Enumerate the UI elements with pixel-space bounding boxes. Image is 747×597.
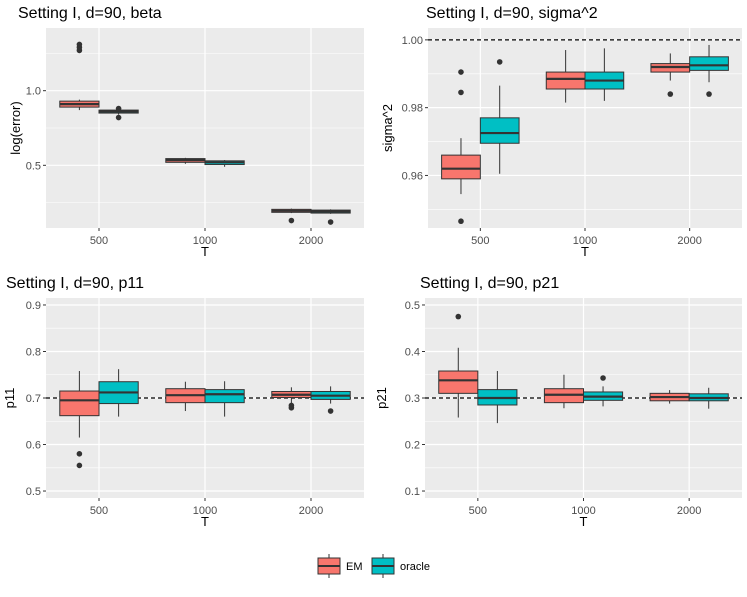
- outlier-point: [458, 89, 464, 96]
- x-tick-label: 2000: [299, 505, 323, 517]
- box-em-500: [441, 69, 481, 225]
- y-tick-label: 0.4: [405, 346, 420, 358]
- box-oracle-500: [479, 59, 520, 174]
- panel-title: Setting I, d=90, sigma^2: [426, 5, 598, 22]
- y-axis-label: log(error): [8, 101, 23, 154]
- box-oracle-500: [98, 369, 139, 417]
- box-oracle-1000: [584, 48, 625, 101]
- x-axis-label: T: [201, 244, 209, 259]
- x-tick-label: 2000: [677, 505, 701, 517]
- box-oracle-1000: [583, 375, 624, 407]
- outlier-point: [667, 91, 674, 97]
- y-tick-label: 0.1: [405, 486, 420, 498]
- box-em-500: [438, 313, 479, 418]
- box-body: [479, 117, 520, 144]
- y-tick-label: 0.6: [26, 440, 41, 452]
- box-oracle-1000: [204, 381, 245, 417]
- y-tick-label: 0.7: [26, 393, 41, 405]
- box-body: [59, 390, 100, 417]
- outlier-point: [327, 408, 334, 414]
- outlier-point: [115, 105, 122, 112]
- y-axis-label: p11: [2, 388, 17, 409]
- legend: EM oracle: [317, 554, 430, 578]
- panel-title: Setting I, d=90, p21: [420, 275, 559, 292]
- y-tick-label: 0.98: [402, 103, 423, 115]
- box-oracle-2000: [689, 44, 729, 97]
- y-axis-label: sigma^2: [380, 104, 395, 152]
- box-body: [545, 71, 586, 90]
- box-em-1000: [543, 374, 584, 409]
- y-tick-label: 0.2: [405, 440, 420, 452]
- outlier-point: [115, 114, 122, 121]
- box-oracle-1000: [204, 160, 245, 167]
- box-oracle-500: [98, 105, 139, 121]
- outlier-point: [288, 217, 295, 224]
- panel-title: Setting I, d=90, beta: [18, 5, 162, 22]
- x-tick-label: 1000: [571, 505, 595, 517]
- outlier-point: [76, 41, 83, 48]
- box-oracle-2000: [310, 209, 351, 225]
- y-tick-label: 0.5: [26, 486, 41, 498]
- outlier-point: [706, 91, 712, 97]
- y-tick-label: 1.00: [402, 35, 423, 47]
- box-body: [689, 56, 729, 71]
- x-tick-label: 1000: [573, 235, 597, 247]
- outlier-point: [327, 219, 334, 225]
- x-axis-label: T: [580, 514, 588, 529]
- panel-title: Setting I, d=90, p11: [6, 275, 144, 292]
- box-em-500: [59, 371, 100, 469]
- x-tick-label: 500: [90, 235, 108, 247]
- x-axis-label: T: [201, 514, 209, 529]
- legend-label: EM: [346, 561, 363, 573]
- y-tick-label: 0.5: [26, 160, 41, 172]
- y-tick-label: 0.5: [405, 300, 420, 312]
- box-em-2000: [650, 53, 691, 97]
- box-em-500: [59, 41, 100, 111]
- x-axis-label: T: [581, 244, 589, 259]
- x-tick-label: 1000: [193, 505, 217, 517]
- outlier-point: [458, 218, 464, 225]
- x-tick-label: 2000: [299, 235, 323, 247]
- box-oracle-500: [477, 371, 518, 424]
- outlier-point: [76, 451, 83, 457]
- box-em-2000: [271, 387, 312, 411]
- y-tick-label: 1.0: [26, 86, 41, 98]
- y-tick-label: 0.8: [26, 346, 41, 358]
- x-tick-label: 1000: [193, 235, 217, 247]
- x-tick-label: 500: [90, 505, 108, 517]
- y-tick-label: 0.96: [402, 170, 423, 182]
- box-body: [438, 370, 479, 394]
- box-oracle-2000: [688, 387, 729, 409]
- box-oracle-2000: [310, 386, 351, 414]
- outlier-point: [458, 69, 464, 75]
- box-em-1000: [545, 50, 586, 103]
- outlier-point: [600, 375, 606, 381]
- y-tick-label: 0.9: [26, 300, 41, 312]
- legend-item-oracle: oracle: [371, 554, 430, 578]
- outlier-point: [455, 313, 462, 320]
- x-tick-label: 2000: [677, 235, 701, 247]
- box-body: [441, 154, 481, 180]
- legend-item-em: EM: [317, 554, 363, 578]
- legend-label: oracle: [400, 561, 430, 573]
- box-body: [204, 389, 245, 404]
- outlier-point: [76, 462, 83, 469]
- outlier-point: [496, 59, 503, 65]
- y-tick-label: 0.3: [405, 393, 420, 405]
- x-tick-label: 500: [469, 505, 487, 517]
- x-tick-label: 500: [471, 235, 489, 247]
- outlier-point: [288, 402, 295, 409]
- y-axis-label: p21: [374, 387, 389, 409]
